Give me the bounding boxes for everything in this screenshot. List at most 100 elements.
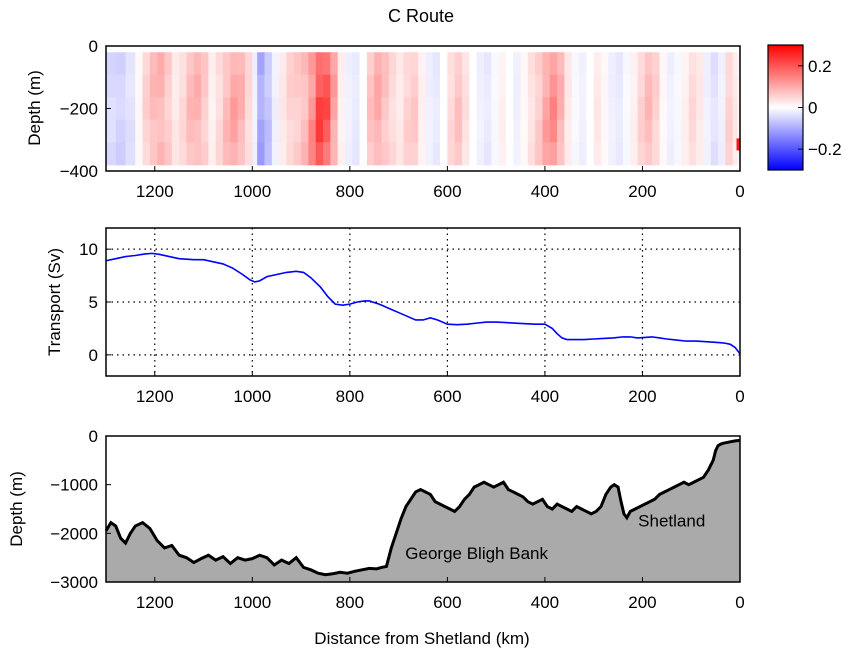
heatmap-cell bbox=[630, 97, 639, 121]
heatmap-cell bbox=[542, 74, 551, 98]
heatmap-cell bbox=[264, 142, 273, 166]
heatmap-anomaly-cell bbox=[736, 138, 741, 151]
heatmap-cell bbox=[557, 74, 566, 98]
heatmap-cell bbox=[505, 119, 514, 143]
transport-ytick-label: 10 bbox=[79, 240, 98, 259]
heatmap-cell bbox=[403, 52, 412, 76]
heatmap-cell bbox=[579, 52, 587, 76]
heatmap-cell bbox=[491, 119, 500, 143]
heatmap-cell bbox=[432, 119, 441, 143]
bathymetry-xtick-label: 1000 bbox=[233, 593, 271, 612]
figure-title: C Route bbox=[388, 6, 454, 26]
heatmap-cell bbox=[279, 97, 288, 121]
heatmap-cell bbox=[215, 142, 224, 166]
heatmap-cell bbox=[381, 52, 390, 76]
heatmap-cell bbox=[237, 119, 246, 143]
heatmap-cell bbox=[125, 119, 136, 143]
heatmap-cell bbox=[106, 74, 117, 98]
heatmap-cell bbox=[149, 52, 158, 76]
heatmap-cell bbox=[279, 119, 288, 143]
heatmap-cell bbox=[725, 142, 734, 166]
heatmap-cell bbox=[142, 119, 151, 143]
heatmap-cell bbox=[215, 119, 224, 143]
heatmap-cell bbox=[157, 97, 166, 121]
heatmap-cell bbox=[637, 97, 646, 121]
heatmap-cell bbox=[710, 142, 719, 166]
heatmap-cell bbox=[179, 74, 188, 98]
heatmap-cell bbox=[462, 119, 470, 143]
heatmap-cell bbox=[293, 119, 302, 143]
heatmap-cell bbox=[279, 142, 288, 166]
heatmap-cell bbox=[237, 74, 246, 98]
heatmap-cell bbox=[330, 52, 339, 76]
heatmap-cell bbox=[244, 119, 253, 143]
heatmap-cell bbox=[535, 119, 544, 143]
heatmap-cell bbox=[557, 97, 566, 121]
heatmap-cell bbox=[135, 97, 144, 121]
heatmap-xtick-label: 1000 bbox=[233, 182, 271, 201]
heatmap-cell bbox=[652, 74, 661, 98]
heatmap-cell bbox=[135, 119, 144, 143]
heatmap-cell bbox=[381, 142, 390, 166]
heatmap-cell bbox=[579, 97, 587, 121]
heatmap-cell bbox=[179, 119, 188, 143]
transport-ytick-label: 5 bbox=[89, 293, 98, 312]
heatmap-cell bbox=[135, 74, 144, 98]
bathymetry-area bbox=[106, 440, 740, 582]
heatmap-cell bbox=[193, 142, 202, 166]
heatmap-cell bbox=[293, 74, 302, 98]
heatmap-cell bbox=[732, 97, 739, 121]
heatmap-cell bbox=[666, 119, 675, 143]
heatmap-cell bbox=[286, 52, 295, 76]
bathymetry-xtick-label: 1200 bbox=[136, 593, 174, 612]
heatmap-cell bbox=[696, 52, 705, 76]
heatmap-cell bbox=[732, 52, 739, 76]
transport-ticks: 1200 1000 800 600 400 200 0 0 5 10 bbox=[79, 240, 745, 406]
colorbar-tick-label: 0 bbox=[808, 99, 817, 118]
heatmap-cell bbox=[491, 52, 500, 76]
heatmap-cell bbox=[308, 97, 317, 121]
heatmap-cell bbox=[542, 142, 551, 166]
heatmap-cell bbox=[732, 74, 739, 98]
bathymetry-xtick-label: 400 bbox=[531, 593, 559, 612]
heatmap-cell bbox=[337, 52, 346, 76]
heatmap-cell bbox=[293, 142, 302, 166]
heatmap-cell bbox=[652, 119, 661, 143]
heatmap-cell bbox=[215, 74, 224, 98]
heatmap-cell bbox=[115, 119, 127, 143]
heatmap-cell bbox=[630, 52, 639, 76]
heatmap-cell bbox=[106, 142, 117, 166]
heatmap-cell bbox=[381, 119, 390, 143]
heatmap-cell bbox=[483, 74, 492, 98]
heatmap-cell bbox=[171, 97, 180, 121]
heatmap-xtick-label: 400 bbox=[531, 182, 559, 201]
heatmap-cell bbox=[579, 142, 587, 166]
heatmap-cell bbox=[193, 97, 202, 121]
heatmap-cell bbox=[323, 142, 331, 166]
heatmap-cell bbox=[652, 97, 661, 121]
heatmap-cell bbox=[462, 142, 470, 166]
heatmap-cell bbox=[149, 97, 158, 121]
heatmap-cell bbox=[374, 142, 383, 166]
figure-xlabel: Distance from Shetland (km) bbox=[314, 629, 529, 648]
heatmap-cell bbox=[513, 142, 522, 166]
heatmap-cell bbox=[125, 74, 136, 98]
bathymetry-xtick-label: 600 bbox=[433, 593, 461, 612]
heatmap-cell bbox=[498, 119, 507, 143]
heatmap-cell bbox=[637, 142, 646, 166]
heatmap-cell bbox=[586, 74, 595, 98]
heatmap-cell bbox=[498, 52, 507, 76]
heatmap-cell bbox=[601, 119, 609, 143]
heatmap-cell bbox=[564, 74, 573, 98]
heatmap-cell bbox=[476, 74, 485, 98]
heatmap-cell bbox=[440, 97, 448, 121]
heatmap-cell bbox=[323, 74, 331, 98]
heatmap-cell bbox=[696, 74, 705, 98]
heatmap-cell bbox=[476, 97, 485, 121]
heatmap-cell bbox=[157, 74, 166, 98]
heatmap-cell bbox=[252, 142, 258, 166]
transport-xtick-label: 1200 bbox=[136, 387, 174, 406]
heatmap-cell bbox=[223, 52, 231, 76]
heatmap-cell bbox=[432, 97, 441, 121]
transport-ytick-label: 0 bbox=[89, 346, 98, 365]
